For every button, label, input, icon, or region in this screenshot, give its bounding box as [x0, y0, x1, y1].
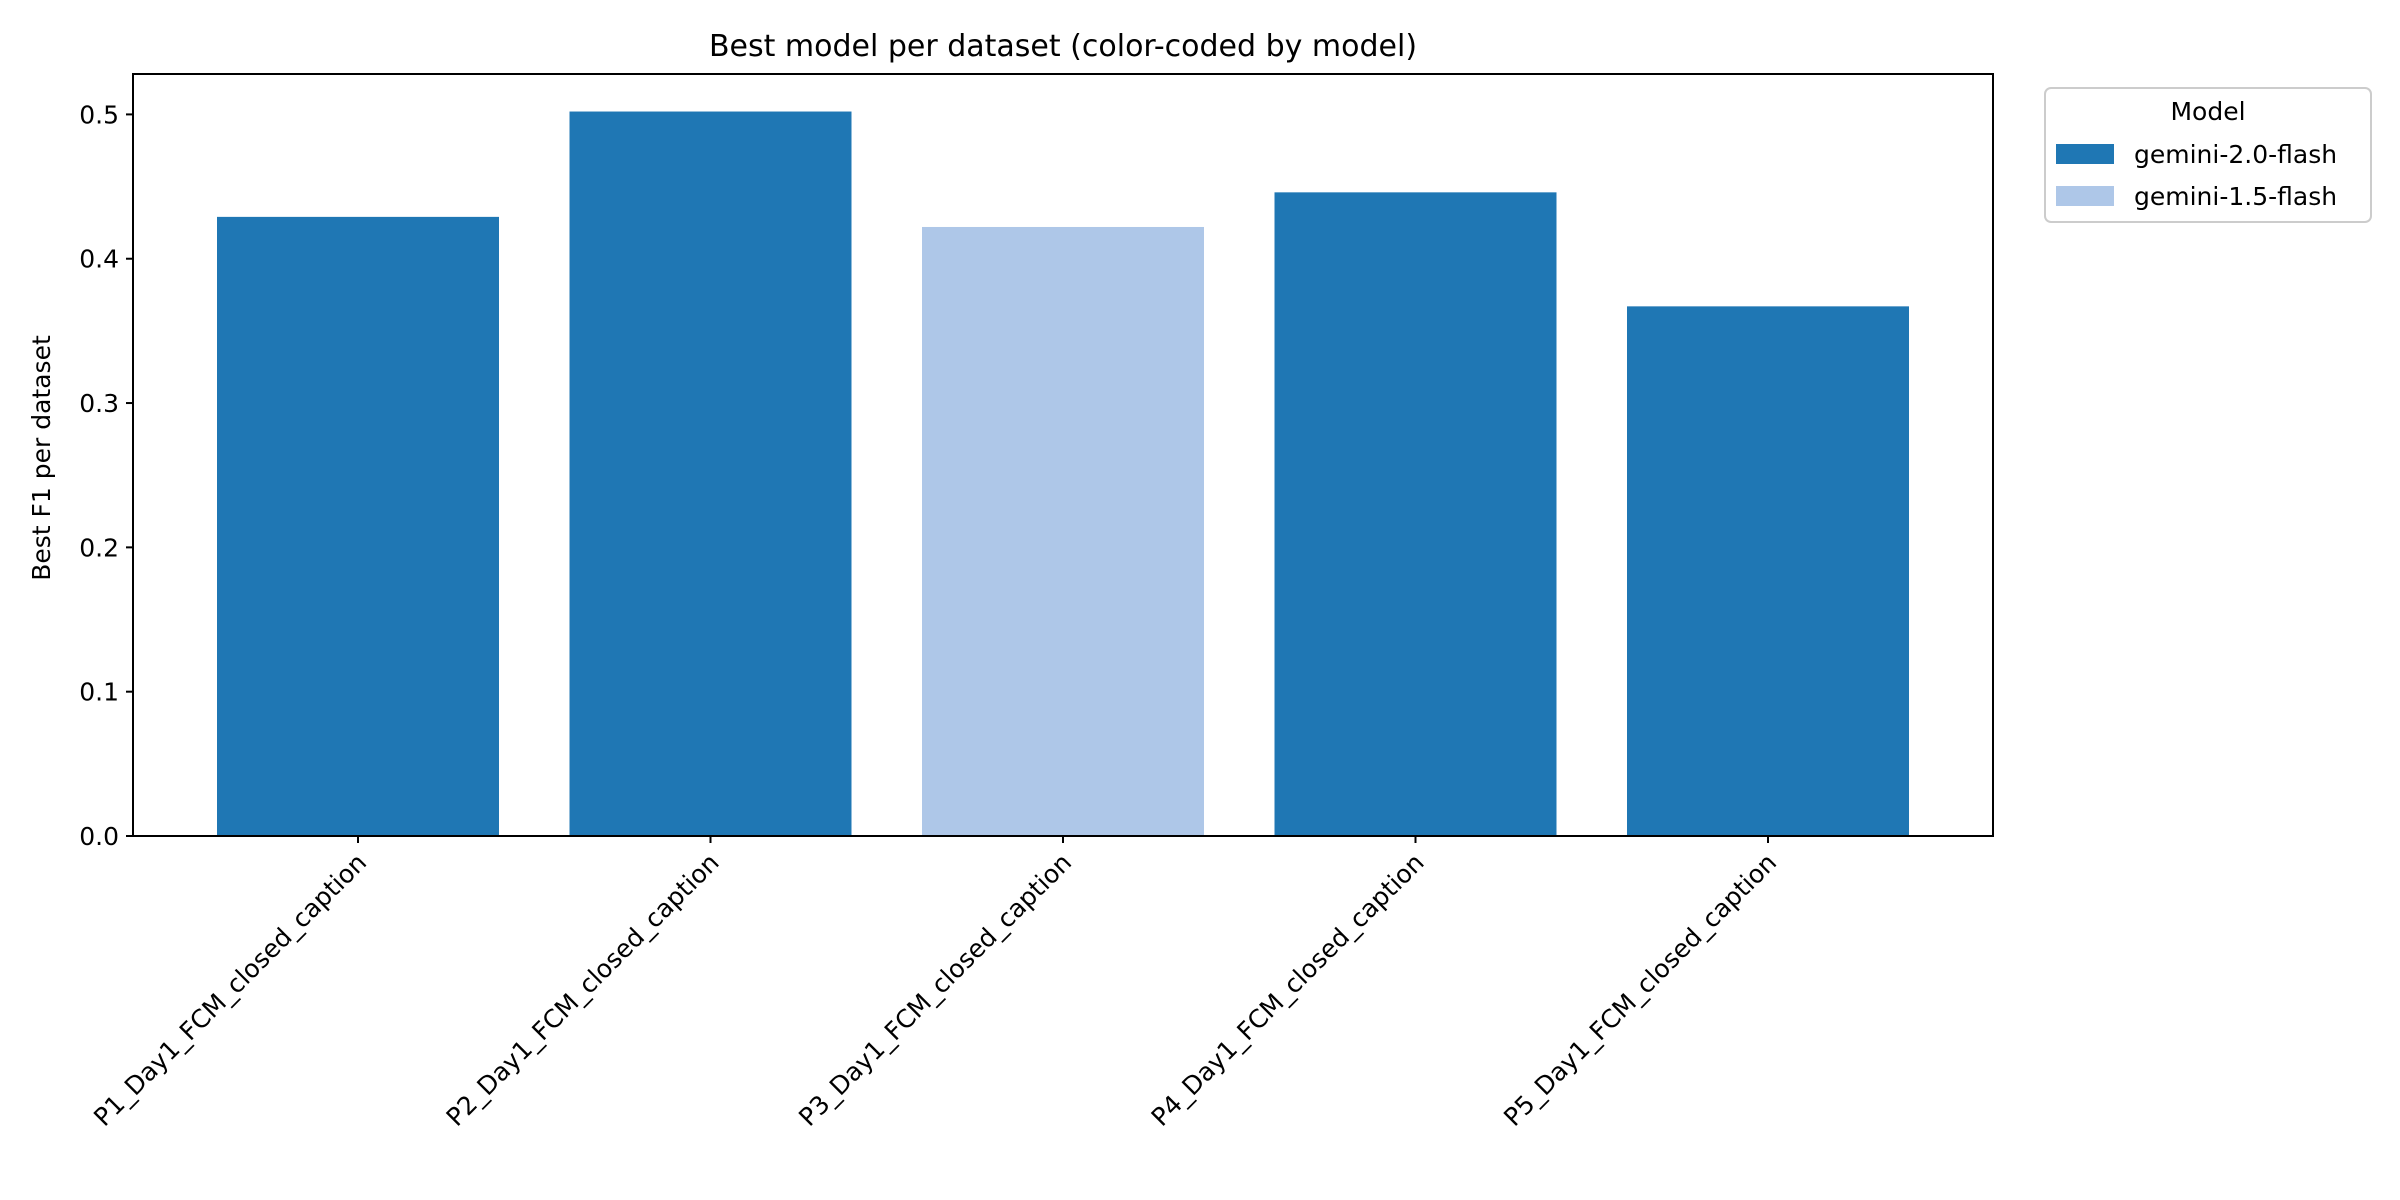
legend-swatch-gemini-2-0-flash [2056, 144, 2114, 164]
chart-title: Best model per dataset (color-coded by m… [709, 29, 1417, 64]
legend: Model gemini-2.0-flash gemini-1.5-flash [2044, 87, 2372, 223]
legend-swatch-gemini-1-5-flash [2056, 186, 2114, 206]
y-tick-label: 0.0 [79, 822, 119, 851]
x-tick-label: P1_Day1_FCM_closed_caption [88, 848, 372, 1132]
y-tick-label: 0.1 [79, 678, 119, 707]
legend-title: Model [2170, 97, 2245, 126]
y-tick-label: 0.5 [79, 100, 119, 129]
y-axis-label: Best F1 per dataset [27, 335, 56, 581]
y-tick-label: 0.3 [79, 389, 119, 418]
bar-p3-day1-fcm-closed-caption [922, 226, 1204, 836]
y-tick-label: 0.2 [79, 533, 119, 562]
plot-frame [132, 73, 1994, 837]
bar-p2-day1-fcm-closed-caption [569, 111, 852, 837]
legend-label-gemini-2-0-flash: gemini-2.0-flash [2134, 140, 2337, 169]
legend-label-gemini-1-5-flash: gemini-1.5-flash [2134, 182, 2337, 211]
x-tick-label: P2_Day1_FCM_closed_caption [441, 848, 725, 1132]
x-tick-label: P5_Day1_FCM_closed_caption [1498, 848, 1782, 1132]
bar-p1-day1-fcm-closed-caption [217, 216, 499, 836]
x-tick-label: P3_Day1_FCM_closed_caption [793, 848, 1077, 1132]
x-tick-label: P4_Day1_FCM_closed_caption [1146, 848, 1430, 1132]
bar-p4-day1-fcm-closed-caption [1274, 192, 1557, 836]
y-tick-label: 0.4 [79, 245, 119, 274]
x-axis-ticks: P1_Day1_FCM_closed_caption P2_Day1_FCM_cl… [88, 836, 1782, 1132]
bar-p5-day1-fcm-closed-caption [1627, 306, 1909, 836]
legend-frame [2044, 87, 2372, 223]
y-axis-ticks: 0.0 0.1 0.2 0.3 0.4 0.5 [79, 100, 133, 851]
bars-group [217, 111, 1909, 837]
